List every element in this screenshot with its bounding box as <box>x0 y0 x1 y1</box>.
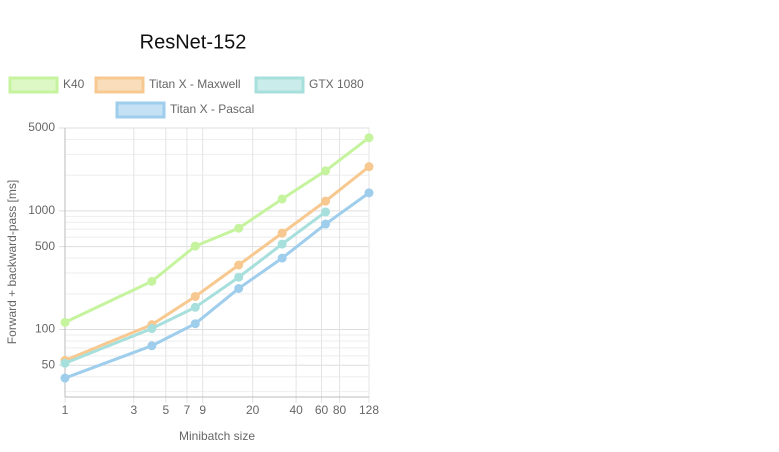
chart-title: ResNet-152 <box>140 31 247 53</box>
data-point <box>321 196 331 206</box>
data-point <box>190 302 200 312</box>
data-point <box>234 260 244 270</box>
data-point <box>60 373 70 383</box>
legend-label: K40 <box>63 77 85 91</box>
data-point <box>190 291 200 301</box>
data-point <box>277 253 287 263</box>
x-tick-label: 80 <box>333 403 347 417</box>
data-point <box>60 358 70 368</box>
data-point <box>364 162 374 172</box>
x-tick-label: 128 <box>359 403 379 417</box>
legend-swatch <box>254 76 305 94</box>
legend-swatch <box>8 76 59 94</box>
data-point <box>321 207 331 217</box>
series-line <box>64 165 370 362</box>
y-tick-label: 5000 <box>28 120 55 134</box>
data-point <box>321 166 331 176</box>
x-tick-label: 60 <box>315 403 329 417</box>
data-point <box>277 239 287 249</box>
x-tick-label: 1 <box>62 403 69 417</box>
data-point <box>147 341 157 351</box>
data-point <box>234 223 244 233</box>
x-tick-label: 5 <box>162 403 169 417</box>
data-point <box>234 283 244 293</box>
data-point <box>60 317 70 327</box>
y-axis-label: Forward + backward-pass [ms] <box>5 180 19 344</box>
series-line <box>64 210 327 365</box>
data-point <box>277 228 287 238</box>
y-tick-label: 500 <box>35 239 55 253</box>
data-point <box>321 219 331 229</box>
y-tick-label: 1000 <box>28 203 55 217</box>
data-point <box>147 276 157 286</box>
x-tick-label: 9 <box>199 403 206 417</box>
legend-label: Titan X - Maxwell <box>149 77 241 91</box>
x-tick-label: 3 <box>130 403 137 417</box>
x-tick-label: 20 <box>246 403 260 417</box>
x-tick-label: 40 <box>289 403 303 417</box>
data-point <box>234 272 244 282</box>
data-point <box>277 194 287 204</box>
data-point <box>147 324 157 334</box>
series-line <box>64 136 370 324</box>
data-point <box>190 319 200 329</box>
legend-label: GTX 1080 <box>309 77 364 91</box>
y-tick-label: 50 <box>42 357 56 371</box>
legend-label: Titan X - Pascal <box>170 102 254 116</box>
x-tick-label: 7 <box>184 403 191 417</box>
data-point <box>364 133 374 143</box>
data-point <box>364 188 374 198</box>
legend-swatch <box>94 76 145 94</box>
x-axis-label: Minibatch size <box>179 429 255 443</box>
legend-swatch <box>115 101 166 119</box>
data-point <box>190 241 200 251</box>
y-tick-label: 100 <box>35 322 55 336</box>
